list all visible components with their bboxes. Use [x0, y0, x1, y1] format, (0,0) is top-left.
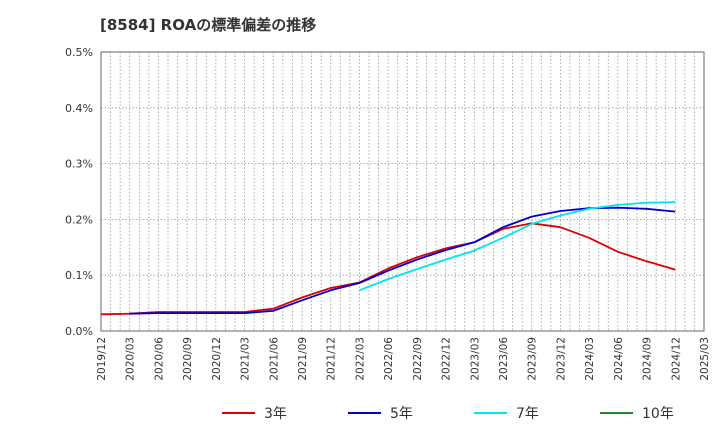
x-tick-label: 2020/12 [211, 337, 223, 381]
x-tick-label: 2022/03 [354, 337, 366, 381]
x-tick-label: 2022/06 [383, 337, 395, 381]
x-tick-label: 2020/09 [182, 337, 194, 381]
series-line-2 [129, 206, 676, 315]
y-tick-label: 0.5% [65, 46, 93, 59]
x-tick-label: 2022/12 [441, 337, 453, 381]
series-layer [100, 201, 676, 316]
legend-label: 7年 [516, 406, 539, 422]
y-axis-ticks: 0.0% 0.1% 0.2% 0.3% 0.4% 0.5% [65, 46, 93, 338]
series-line-1 [100, 222, 676, 316]
x-tick-label: 2021/03 [240, 337, 252, 381]
plot-frame [100, 51, 705, 332]
x-axis-ticks: 2019/12 2020/03 2020/06 2020/09 2020/12 2021/… [96, 337, 711, 381]
x-tick-label: 2019/12 [96, 337, 108, 381]
y-tick-label: 0.1% [65, 269, 93, 282]
y-tick-label: 0.0% [65, 325, 93, 338]
legend: 3年 5年 7年 10年 [222, 406, 674, 422]
x-tick-label: 2021/09 [297, 337, 309, 381]
x-tick-label: 2021/12 [326, 337, 338, 381]
chart-title: [8584] ROAの標準偏差の推移 [100, 16, 317, 34]
series-line-3 [359, 201, 676, 292]
y-tick-label: 0.2% [65, 213, 93, 226]
y-tick-label: 0.3% [65, 158, 93, 171]
x-tick-label: 2024/03 [584, 337, 596, 381]
x-tick-label: 2024/06 [613, 337, 625, 381]
x-tick-label: 2023/03 [469, 337, 481, 381]
x-tick-label: 2024/09 [642, 337, 654, 381]
x-tick-label: 2022/09 [412, 337, 424, 381]
x-tick-label: 2023/06 [498, 337, 510, 381]
y-tick-label: 0.4% [65, 102, 93, 115]
x-tick-label: 2020/06 [153, 337, 165, 381]
grid [101, 52, 704, 331]
legend-label: 5年 [390, 406, 413, 422]
legend-label: 3年 [264, 406, 287, 422]
x-tick-label: 2020/03 [125, 337, 137, 381]
x-tick-label: 2021/06 [268, 337, 280, 381]
x-tick-label: 2025/03 [699, 337, 711, 381]
x-tick-label: 2023/09 [527, 337, 539, 381]
x-tick-label: 2024/12 [670, 337, 682, 381]
legend-label: 10年 [642, 406, 674, 422]
x-tick-label: 2023/12 [555, 337, 567, 381]
